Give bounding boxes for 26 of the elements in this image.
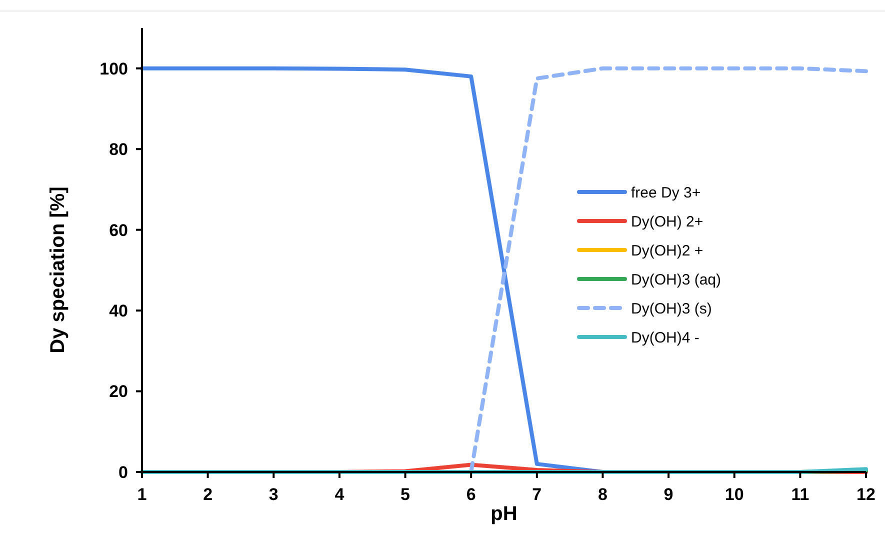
x-tick-label: 7 <box>532 485 542 504</box>
y-tick-label: 40 <box>109 301 128 320</box>
x-tick-label: 4 <box>334 485 345 504</box>
y-tick-label: 20 <box>109 382 128 402</box>
y-tick-label: 80 <box>109 140 128 160</box>
x-tick-label: 11 <box>791 485 810 504</box>
x-tick-label: 9 <box>664 485 674 504</box>
y-tick-label: 100 <box>100 59 128 78</box>
x-tick-label: 8 <box>598 485 608 504</box>
x-tick-label: 2 <box>203 485 213 504</box>
x-axis-title: pH <box>490 503 518 525</box>
y-tick-label: 60 <box>109 220 128 240</box>
y-axis-title: Dy speciation [%] <box>47 186 69 354</box>
x-tick-label: 10 <box>724 485 744 504</box>
x-tick-label: 1 <box>137 485 147 504</box>
legend-label: Dy(OH)3 (aq) <box>631 271 722 288</box>
legend-label: free Dy 3+ <box>631 184 701 202</box>
x-tick-label: 6 <box>466 485 476 504</box>
legend-label: Dy(OH)4 - <box>631 329 700 346</box>
legend-label: Dy(OH)3 (s) <box>631 300 712 318</box>
legend-label: Dy(OH) 2+ <box>631 213 704 230</box>
y-tick-label: 0 <box>118 462 128 482</box>
x-tick-label: 3 <box>268 485 278 504</box>
x-tick-label: 5 <box>400 485 410 504</box>
legend-label: Dy(OH)2 + <box>631 242 704 260</box>
x-tick-label: 12 <box>856 485 876 504</box>
